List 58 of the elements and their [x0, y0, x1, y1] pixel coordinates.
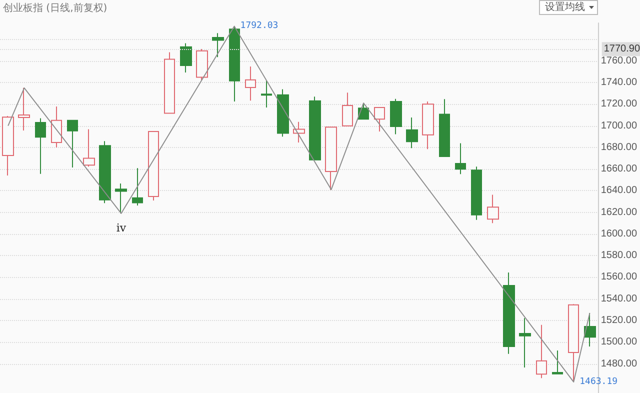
- candlestick: [83, 128, 95, 168]
- candlestick: [293, 121, 305, 144]
- candlestick: [406, 117, 418, 149]
- candlestick: [422, 101, 434, 150]
- y-tick-label: 1500.00: [600, 336, 638, 348]
- candlestick: [132, 168, 143, 206]
- candlestick: [568, 304, 579, 382]
- candlestick: [115, 183, 127, 214]
- y-tick-label: 1680.00: [600, 142, 638, 153]
- candlestick: [51, 106, 62, 148]
- candlestick: [164, 52, 175, 114]
- candlestick: [390, 98, 402, 135]
- candlestick: [245, 66, 256, 102]
- candlestick: [229, 26, 240, 102]
- candlestick: [212, 32, 224, 58]
- text: 设置均线: [545, 1, 585, 14]
- y-tick-label: 1540.00: [600, 293, 638, 304]
- candlestick: [18, 87, 30, 132]
- y-tick-label: 1720.00: [600, 98, 638, 110]
- candlestick: [35, 118, 46, 174]
- annotation: iv: [116, 222, 127, 235]
- candlestick: [342, 92, 353, 126]
- y-tick-label: 1700.00: [600, 120, 638, 132]
- candlestick: [196, 48, 208, 80]
- y-tick-label: 1520.00: [600, 315, 638, 326]
- candlestick: [2, 116, 14, 176]
- candlestick: [261, 80, 272, 108]
- chart-title: 创业板指 (日线,前复权): [3, 2, 108, 15]
- candlestick: [277, 88, 289, 138]
- candlestick: [584, 312, 596, 347]
- y-tick-label: 1560.00: [600, 272, 638, 283]
- y-tick-label: 1660.00: [600, 164, 638, 175]
- data-label: 1463.19: [580, 376, 618, 387]
- candlestick: [374, 106, 385, 132]
- candlestick: [536, 324, 547, 379]
- candlestick: [439, 98, 450, 158]
- y-tick-label: 1480.00: [600, 358, 638, 370]
- candlestick: [99, 140, 111, 204]
- candlestick: [67, 120, 78, 168]
- candlestick: [148, 130, 159, 202]
- y-tick-label: 1760.00: [600, 55, 638, 66]
- y-tick-label: 1740.00: [600, 77, 638, 88]
- candlestick: [487, 194, 499, 224]
- candlestick: [552, 350, 563, 374]
- candlestick: [519, 318, 531, 368]
- y-tick-label: 1640.00: [600, 185, 638, 196]
- candlestick: [180, 42, 192, 74]
- candlestick: [471, 166, 482, 220]
- y-tick-label: 1580.00: [600, 250, 638, 262]
- y-tick-label: 1600.00: [600, 228, 638, 240]
- candlestick: [325, 126, 337, 190]
- candlestick: [358, 102, 369, 120]
- candlestick: [309, 96, 321, 160]
- candlestick: [455, 142, 466, 175]
- data-label: 1792.03: [240, 21, 278, 32]
- candlestick: [503, 272, 515, 354]
- ref-line-label: 1770.90: [604, 44, 640, 55]
- y-tick-label: 1620.00: [600, 206, 638, 218]
